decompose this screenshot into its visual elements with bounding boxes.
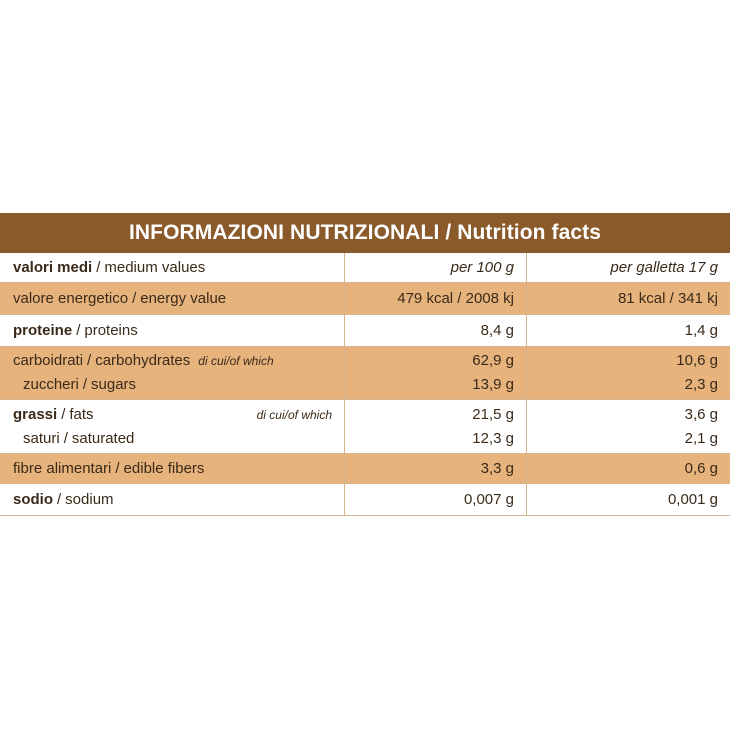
subrow-value-per-100g: 12,3 g <box>472 429 514 447</box>
row-value-per-cookie: 0,6 g <box>684 459 718 477</box>
row-label-it: grassi <box>13 405 58 423</box>
subrow-label-it: saturi <box>23 429 60 447</box>
row-value-per-100g: 21,5 g <box>472 405 514 423</box>
row-label-en: energy value <box>140 289 227 307</box>
row-label-en: carbohydrates <box>95 352 191 369</box>
row-label-it: valore energetico <box>13 289 129 307</box>
header-col-per-cookie: per galletta 17 g <box>610 258 718 276</box>
subrow-label-it: zuccheri <box>23 376 79 393</box>
row-label-en: proteins <box>84 321 138 339</box>
header-label-it: valori medi <box>13 258 93 276</box>
table-row: valore energetico / energy value 479 kca… <box>0 283 730 315</box>
subrow-value-per-cookie: 2,1 g <box>684 429 718 447</box>
table-row: sodio / sodium 0,007 g 0,001 g <box>0 484 730 516</box>
row-label-en: sodium <box>65 490 114 508</box>
row-value-per-100g: 62,9 g <box>472 352 514 369</box>
row-label-it: proteine <box>13 321 73 339</box>
row-value-per-cookie: 10,6 g <box>676 352 718 369</box>
subrow-label-en: sugars <box>91 376 137 393</box>
table-row: grassi / fats di cui/of which saturi / s… <box>0 400 730 454</box>
row-label-it: fibre alimentari <box>13 459 112 477</box>
row-label-it: carboidrati <box>13 352 84 369</box>
row-value-per-cookie: 0,001 g <box>667 490 718 508</box>
row-label-en: edible fibers <box>123 459 205 477</box>
header-label-en: medium values <box>104 258 206 276</box>
row-value-per-100g: 0,007 g <box>463 490 514 508</box>
row-value-per-100g: 3,3 g <box>480 459 514 477</box>
row-value-per-cookie: 1,4 g <box>684 321 718 339</box>
nutrition-table: INFORMAZIONI NUTRIZIONALI / Nutrition fa… <box>0 212 730 516</box>
header-col-per-100g: per 100 g <box>450 258 514 276</box>
table-row: proteine / proteins 8,4 g 1,4 g <box>0 315 730 347</box>
table-row: carboidrati / carbohydrates di cui/of wh… <box>0 347 730 400</box>
row-label-it: sodio <box>13 490 53 508</box>
subrow-value-per-cookie: 2,3 g <box>684 376 718 393</box>
row-note: di cui/of which <box>256 407 332 422</box>
row-value-per-cookie: 81 kcal / 341 kj <box>617 289 718 307</box>
header-row: valori medi / medium values per 100 g pe… <box>0 253 730 283</box>
subrow-value-per-100g: 13,9 g <box>472 376 514 393</box>
table-title: INFORMAZIONI NUTRIZIONALI / Nutrition fa… <box>0 213 730 253</box>
row-value-per-100g: 479 kcal / 2008 kj <box>397 289 514 307</box>
row-label-en: fats <box>69 405 94 423</box>
table-row: fibre alimentari / edible fibers 3,3 g 0… <box>0 454 730 484</box>
row-value-per-cookie: 3,6 g <box>684 405 718 423</box>
row-note: di cui/of which <box>198 354 274 368</box>
subrow-label-en: saturated <box>71 429 135 447</box>
row-value-per-100g: 8,4 g <box>480 321 514 339</box>
